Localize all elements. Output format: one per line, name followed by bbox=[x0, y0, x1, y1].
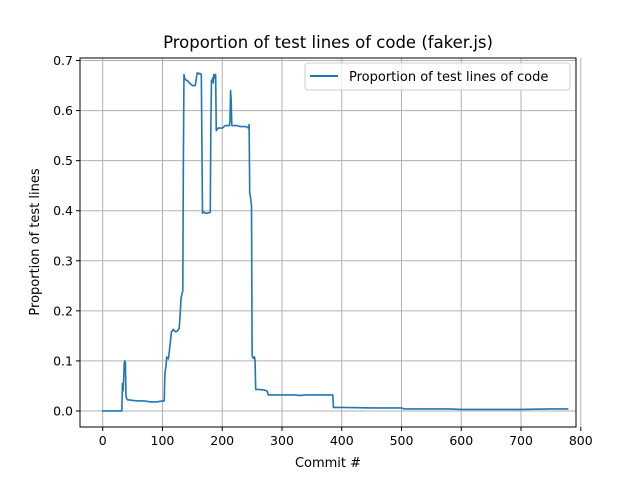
y-tick-label: 0.1 bbox=[53, 353, 73, 368]
x-tick-label: 400 bbox=[330, 433, 354, 448]
x-axis-ticks: 0 100 200 300 400 500 600 700 800 bbox=[99, 427, 593, 448]
x-tick-label: 700 bbox=[509, 433, 533, 448]
series-line bbox=[101, 72, 569, 412]
legend-box bbox=[304, 62, 571, 91]
series-layer bbox=[101, 72, 569, 412]
y-axis-label: Proportion of test lines bbox=[28, 168, 43, 315]
chart-title: Proportion of test lines of code (faker.… bbox=[163, 33, 493, 52]
grid bbox=[80, 58, 582, 427]
y-tick-label: 0.7 bbox=[53, 53, 73, 68]
legend: Proportion of test lines of code bbox=[304, 62, 571, 91]
y-tick-label: 0.5 bbox=[53, 153, 73, 168]
y-tick-label: 0.2 bbox=[53, 303, 73, 318]
x-tick-label: 0 bbox=[99, 433, 107, 448]
x-tick-label: 600 bbox=[449, 433, 473, 448]
y-tick-label: 0.6 bbox=[53, 103, 73, 118]
x-tick-label: 200 bbox=[210, 433, 234, 448]
x-axis-label: Commit # bbox=[295, 456, 361, 471]
legend-label: Proportion of test lines of code bbox=[349, 70, 548, 85]
x-tick-label: 300 bbox=[270, 433, 294, 448]
plot-frame bbox=[79, 57, 577, 428]
x-tick-label: 800 bbox=[569, 433, 593, 448]
y-tick-label: 0.3 bbox=[53, 253, 73, 268]
x-tick-label: 100 bbox=[151, 433, 175, 448]
y-axis-ticks: 0.0 0.1 0.2 0.3 0.4 0.5 0.6 0.7 bbox=[53, 53, 80, 418]
y-tick-label: 0.0 bbox=[53, 403, 73, 418]
y-tick-label: 0.4 bbox=[53, 203, 73, 218]
x-tick-label: 500 bbox=[390, 433, 414, 448]
